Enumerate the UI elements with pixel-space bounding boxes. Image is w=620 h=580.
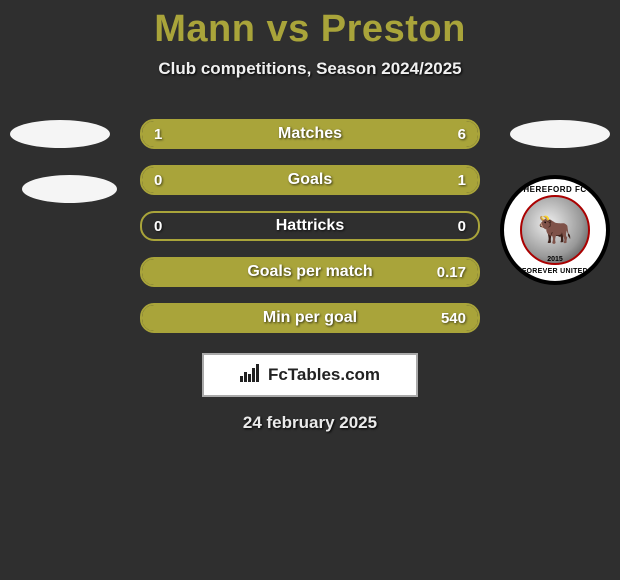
fctables-badge[interactable]: FcTables.com (202, 353, 418, 397)
metric-label: Hattricks (276, 217, 344, 235)
metric-label: Goals (288, 171, 332, 189)
metric-label: Goals per match (247, 263, 372, 281)
row-hattricks: 0 Hattricks 0 (140, 211, 480, 241)
page-title: Mann vs Preston (0, 0, 620, 51)
fill-left (142, 121, 189, 147)
value-left: 0 (154, 218, 162, 235)
value-right: 1 (458, 172, 466, 189)
comparison-chart: 1 Matches 6 0 Goals 1 0 Hattricks 0 Goal… (0, 119, 620, 333)
value-right: 540 (441, 310, 466, 327)
subtitle: Club competitions, Season 2024/2025 (0, 59, 620, 79)
value-left: 0 (154, 172, 162, 189)
fctables-label: FcTables.com (268, 365, 380, 385)
row-mpg: Min per goal 540 (140, 303, 480, 333)
value-right: 0.17 (437, 264, 466, 281)
value-right: 0 (458, 218, 466, 235)
date-label: 24 february 2025 (0, 413, 620, 433)
row-gpm: Goals per match 0.17 (140, 257, 480, 287)
value-left: 1 (154, 126, 162, 143)
metric-label: Min per goal (263, 309, 357, 327)
value-right: 6 (458, 126, 466, 143)
metric-label: Matches (278, 125, 342, 143)
row-goals: 0 Goals 1 (140, 165, 480, 195)
chart-icon (240, 364, 262, 387)
row-matches: 1 Matches 6 (140, 119, 480, 149)
